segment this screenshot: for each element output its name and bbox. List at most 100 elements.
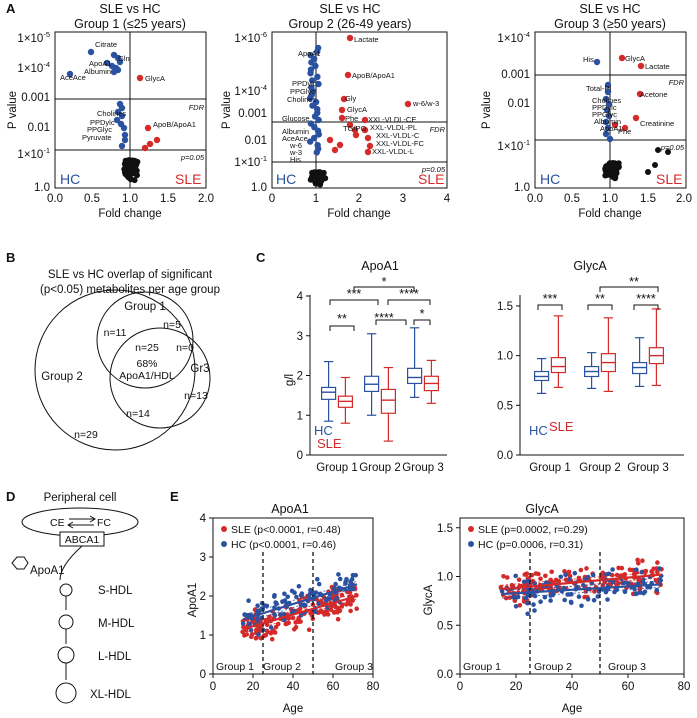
hc-scatter-point — [281, 611, 287, 617]
volcano3-point-sle — [636, 90, 644, 98]
boxplot-glyca-boxes — [533, 308, 665, 394]
hc-scatter-point — [272, 594, 277, 599]
scatter-glyca-ylabel: GlycA — [423, 584, 435, 615]
diagram-step-l: L-HDL — [57, 646, 132, 680]
boxplot-apoa1-sle-label: SLE — [317, 436, 342, 451]
v1-lab-apob: ApoB/ApoA1 — [153, 120, 196, 129]
boxplot-glyca-sle-label: SLE — [549, 419, 574, 434]
diagram-particle-s — [59, 583, 73, 597]
volcano3-ytick-3: 1×10-1 — [497, 138, 530, 153]
sig-a0: *** — [347, 287, 362, 301]
v2-lab-aceace: AceAce — [282, 134, 308, 143]
sle-scatter-point — [578, 567, 584, 573]
hc-scatter-point — [513, 604, 519, 609]
sle-scatter-point — [296, 619, 301, 625]
sig-bracket-a1 — [329, 325, 355, 331]
boxplot-glyca-xtick-2: Group 3 — [627, 462, 669, 474]
volcano3-point-hc — [604, 81, 612, 89]
hc-scatter-point — [337, 576, 343, 582]
hc-scatter-point — [273, 600, 278, 605]
hc-scatter-point — [550, 592, 556, 598]
v2-lab-apob: ApoB/ApoA1 — [352, 71, 395, 80]
xtick-label: 0 — [210, 681, 216, 693]
xtick-label: 20 — [510, 681, 523, 693]
volcano3-xticks: 0.0 0.5 1.0 1.5 2.0 — [527, 193, 692, 205]
hc-scatter-point — [521, 579, 527, 585]
volcano2-point-hc — [306, 95, 314, 102]
scatter-glyca-legend-sle: SLE (p=0.0002, r=0.29) — [478, 524, 588, 536]
scatter-glyca-legend-hc: HC (p=0.0006, r=0.31) — [478, 539, 583, 551]
sle-scatter-point — [614, 572, 620, 578]
hc-scatter-point — [272, 613, 278, 618]
volcano3-xtick-3: 1.5 — [640, 193, 656, 205]
sig-bracket-g1 — [587, 304, 613, 310]
diagram-step-xl-label: XL-HDL — [90, 689, 132, 701]
scatter-glyca-title: GlycA — [525, 502, 559, 516]
ytick-label: 0.0 — [497, 450, 513, 462]
v3-lab-phe: Phe — [618, 127, 631, 136]
volcano2-point-sle — [351, 126, 359, 134]
volcano2-point-hc — [314, 48, 321, 55]
sle-scatter-point — [335, 616, 341, 622]
volcano2-labels: Lactate ApoA1 PPDylc PPGlyc Cholines Apo… — [282, 35, 439, 164]
ytick-label: 0.5 — [497, 400, 513, 412]
venn-n11: n=11 — [104, 327, 127, 339]
sle-ci-upper — [501, 571, 662, 586]
ytick-label: 1.5 — [497, 301, 513, 313]
ytick-label: 1.0 — [437, 572, 453, 584]
sle-scatter-point — [339, 592, 345, 598]
hc-scatter-point — [654, 587, 660, 593]
sig-a5: * — [420, 307, 425, 321]
sle-scatter-point — [619, 565, 625, 571]
diagram-arrowhead-right — [89, 515, 96, 523]
v2-lab-xxl-ce: XXL-VLDL-CE — [368, 115, 416, 124]
hc-scatter-point — [277, 612, 283, 617]
box-iqr — [321, 386, 337, 400]
volcano1-point-ns — [134, 172, 140, 179]
v2-lab-cholines: Cholines — [287, 95, 316, 104]
box-iqr — [550, 357, 567, 374]
panel-letter-d: D — [6, 489, 15, 504]
volcano2-ytick-0: 1×10-6 — [234, 30, 267, 45]
hc-scatter-point — [256, 632, 261, 637]
boxplot-glyca: GlycA 0.0 0.5 1.0 1.5 *** ** ** **** HC SLE… — [497, 259, 684, 474]
volcano1-point-hc — [121, 131, 129, 139]
volcano3-point-hc — [604, 88, 612, 96]
venn-n29: n=29 — [74, 429, 98, 441]
boxplot-glyca-title: GlycA — [573, 259, 607, 273]
ytick-label: 1.0 — [497, 351, 513, 363]
scatter-apoa1-yticks: 0 1 2 3 4 — [200, 513, 213, 681]
hc-scatter-point — [525, 611, 530, 617]
sle-scatter-point — [524, 571, 530, 576]
hc-scatter-point — [268, 625, 274, 630]
scatter-glyca-legend: SLE (p=0.0002, r=0.29) HC (p=0.0006, r=0… — [468, 524, 588, 551]
hc-box-2 — [364, 333, 380, 416]
sig-bracket-a0 — [329, 299, 379, 305]
volcano2-sle-label: SLE — [418, 171, 444, 187]
boxplot-glyca-sig: *** ** ** **** — [537, 275, 659, 310]
sle-scatter-point — [249, 634, 254, 640]
volcano2-point-hc — [315, 131, 323, 138]
volcano1-xtick-4: 2.0 — [198, 193, 214, 205]
venn-label-group2: Group 2 — [41, 371, 83, 383]
v2-lab-xxl-pl: XXL-VLDL-PL — [370, 123, 417, 132]
volcano3-labels: His GlycA Lactate Total-PI Cholines PPDy… — [583, 54, 674, 136]
v1-lab-ppdylc: PPDylc — [90, 118, 115, 127]
volcano3-point-ns — [608, 162, 615, 169]
hc-trend-line — [501, 583, 662, 596]
xtick-label: 20 — [247, 681, 260, 693]
volcano3-point-sle — [618, 54, 626, 62]
volcano1-subtitle: Group 1 (≤25 years) — [74, 17, 186, 31]
volcano2-point-sle — [340, 95, 348, 103]
sig-bracket-a5 — [413, 319, 431, 325]
volcano3-point-hc — [602, 130, 610, 138]
volcano1-hc-label: HC — [60, 171, 80, 187]
diagram-fc: FC — [97, 517, 111, 529]
sle-scatter-point — [324, 608, 330, 614]
scatter-apoa1-xlabel: Age — [283, 703, 303, 715]
hc-scatter-point — [532, 608, 537, 613]
volcano1-point-ns — [133, 167, 140, 174]
volcano1-point-hc — [66, 70, 74, 78]
xtick-label: 80 — [367, 681, 380, 693]
